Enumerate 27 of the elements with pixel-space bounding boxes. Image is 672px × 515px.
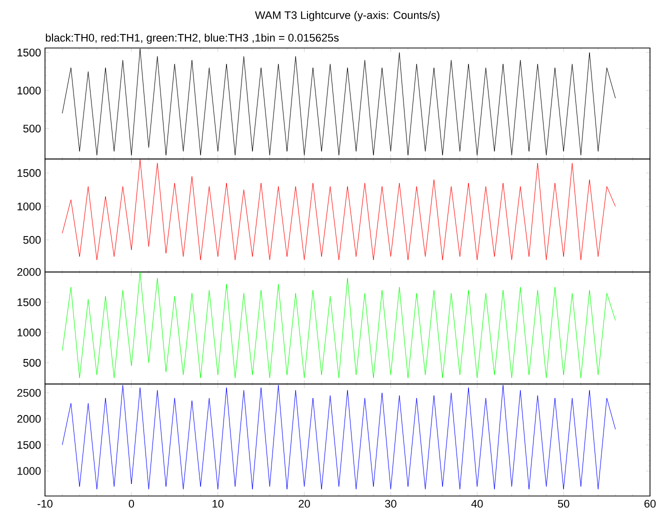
y-tick-label: 1500 — [18, 48, 41, 56]
chart-title: WAM T3 Lightcurve (y-axis: Counts/s) — [254, 10, 440, 22]
x-tick-label: -10 — [38, 500, 52, 508]
chart-subtitle: black:TH0, red:TH1, green:TH2, blue:TH3 ,1bin = 0.015625s — [46, 34, 339, 44]
y-tick-label: 1000 — [18, 328, 41, 336]
x-tick-label: 60 — [644, 500, 656, 508]
x-tick-label: 10 — [212, 500, 224, 508]
y-tick-label: 1500 — [18, 298, 41, 306]
y-tick-label: 1500 — [18, 441, 41, 449]
line-series — [62, 384, 616, 490]
y-tick-label: 500 — [23, 358, 41, 367]
x-tick-label: 40 — [471, 500, 483, 508]
y-tick-label: 500 — [23, 236, 41, 244]
y-tick-label: 1000 — [18, 467, 41, 475]
y-tick-label: 2000 — [17, 415, 41, 423]
x-tick-label: 50 — [558, 500, 570, 508]
y-tick-label: 1000 — [18, 86, 41, 94]
y-tick-label: 2500 — [17, 388, 41, 397]
y-tick-label: 1000 — [18, 202, 41, 210]
line-series — [62, 159, 616, 260]
x-tick-label: 0 — [128, 500, 134, 508]
y-tick-label: 500 — [23, 124, 41, 132]
x-tick-label: 20 — [298, 500, 310, 508]
y-tick-label: 1500 — [18, 169, 41, 177]
line-series — [62, 272, 616, 378]
y-tick-label: 2000 — [17, 268, 41, 276]
x-tick-label: 30 — [385, 500, 396, 508]
